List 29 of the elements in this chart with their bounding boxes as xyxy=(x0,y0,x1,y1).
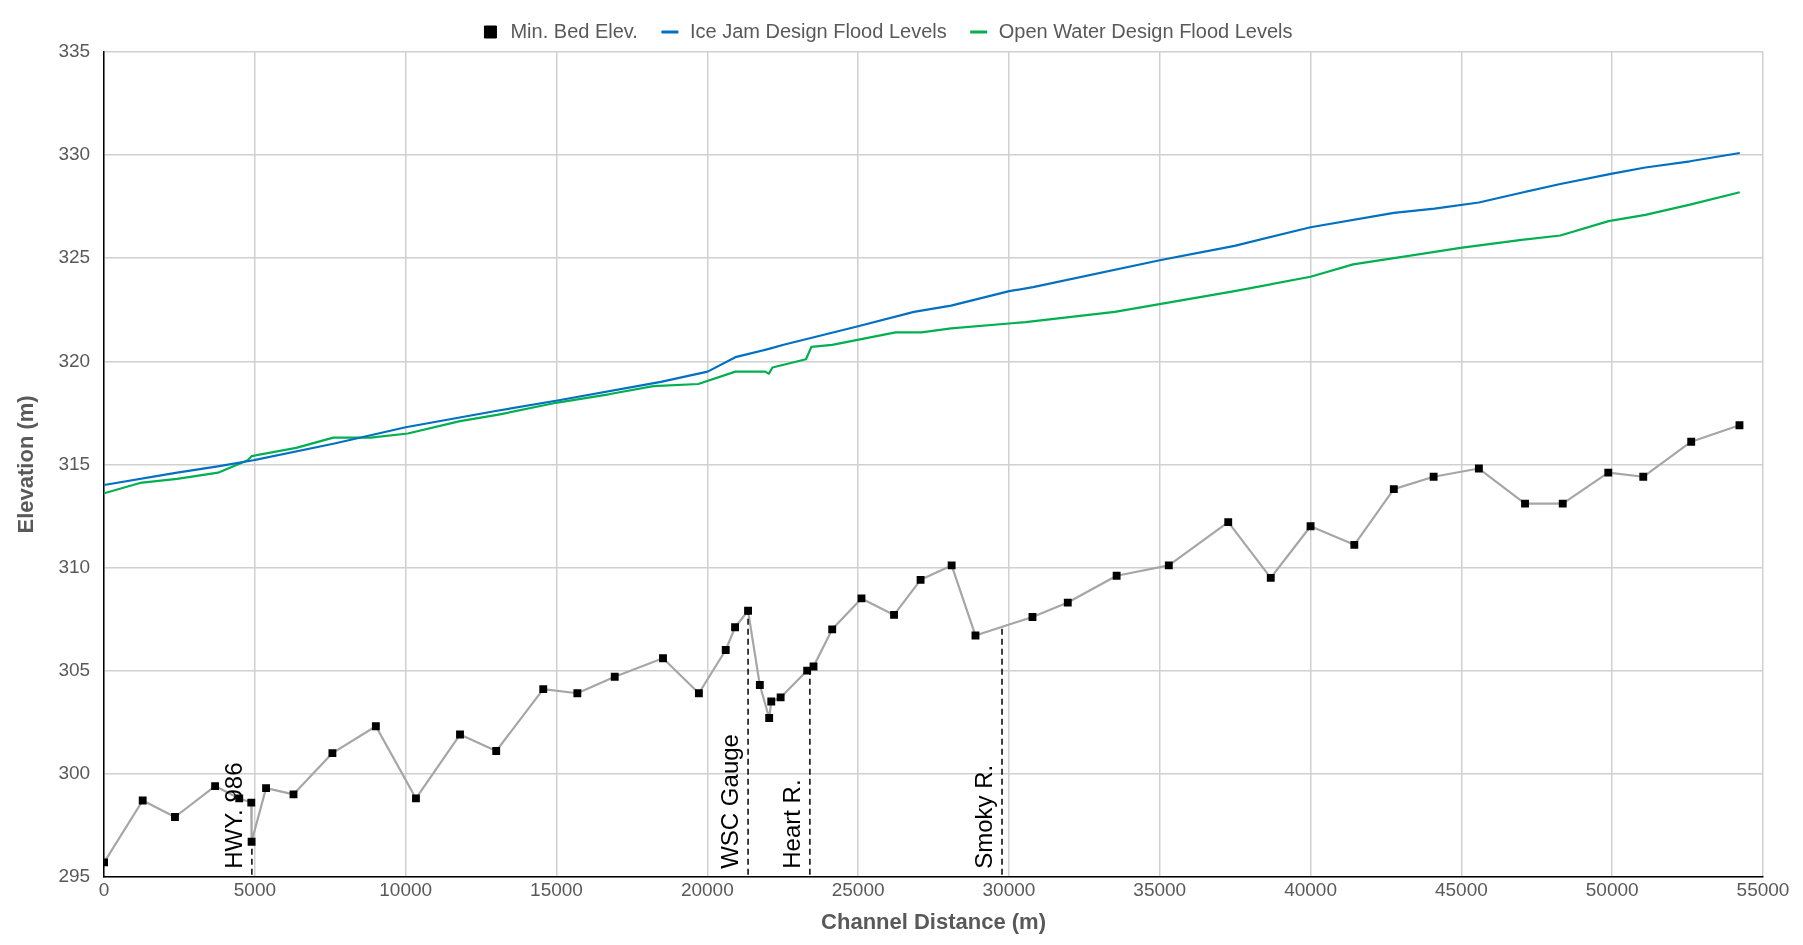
y-tick-label: 295 xyxy=(58,865,91,887)
x-tick-label: 50000 xyxy=(1585,879,1639,901)
x-tick-label: 35000 xyxy=(1133,879,1187,901)
ref-line-label: WSC Gauge xyxy=(715,734,743,869)
ref-line-label: Smoky R. xyxy=(969,764,997,869)
legend-label: Min. Bed Elev. xyxy=(510,19,638,42)
x-tick-label: 55000 xyxy=(1736,879,1790,901)
y-tick-label: 320 xyxy=(58,349,91,371)
y-tick-label: 305 xyxy=(58,658,91,680)
y-tick-label: 330 xyxy=(58,143,91,165)
y-tick-label: 310 xyxy=(58,555,91,577)
ref-line-label: Heart R. xyxy=(777,779,805,869)
x-tick-label: 45000 xyxy=(1434,879,1488,901)
y-tick-label: 315 xyxy=(58,452,91,474)
y-axis-title: Elevation (m) xyxy=(13,395,39,534)
y-tick-label: 325 xyxy=(58,246,91,268)
legend-label: Ice Jam Design Flood Levels xyxy=(689,19,947,42)
x-tick-label: 10000 xyxy=(379,879,433,901)
y-tick-label: 335 xyxy=(58,40,91,62)
x-tick-label: 20000 xyxy=(680,879,734,901)
x-axis-title: Channel Distance (m) xyxy=(821,908,1047,934)
x-tick-label: 30000 xyxy=(982,879,1036,901)
x-tick-label: 40000 xyxy=(1284,879,1337,901)
x-tick-label: 25000 xyxy=(831,879,885,901)
legend-label: Open Water Design Flood Levels xyxy=(998,19,1293,42)
x-tick-label: 0 xyxy=(98,879,110,901)
x-tick-label: 5000 xyxy=(233,879,277,901)
x-tick-label: 15000 xyxy=(530,879,583,901)
y-tick-label: 300 xyxy=(58,761,91,783)
